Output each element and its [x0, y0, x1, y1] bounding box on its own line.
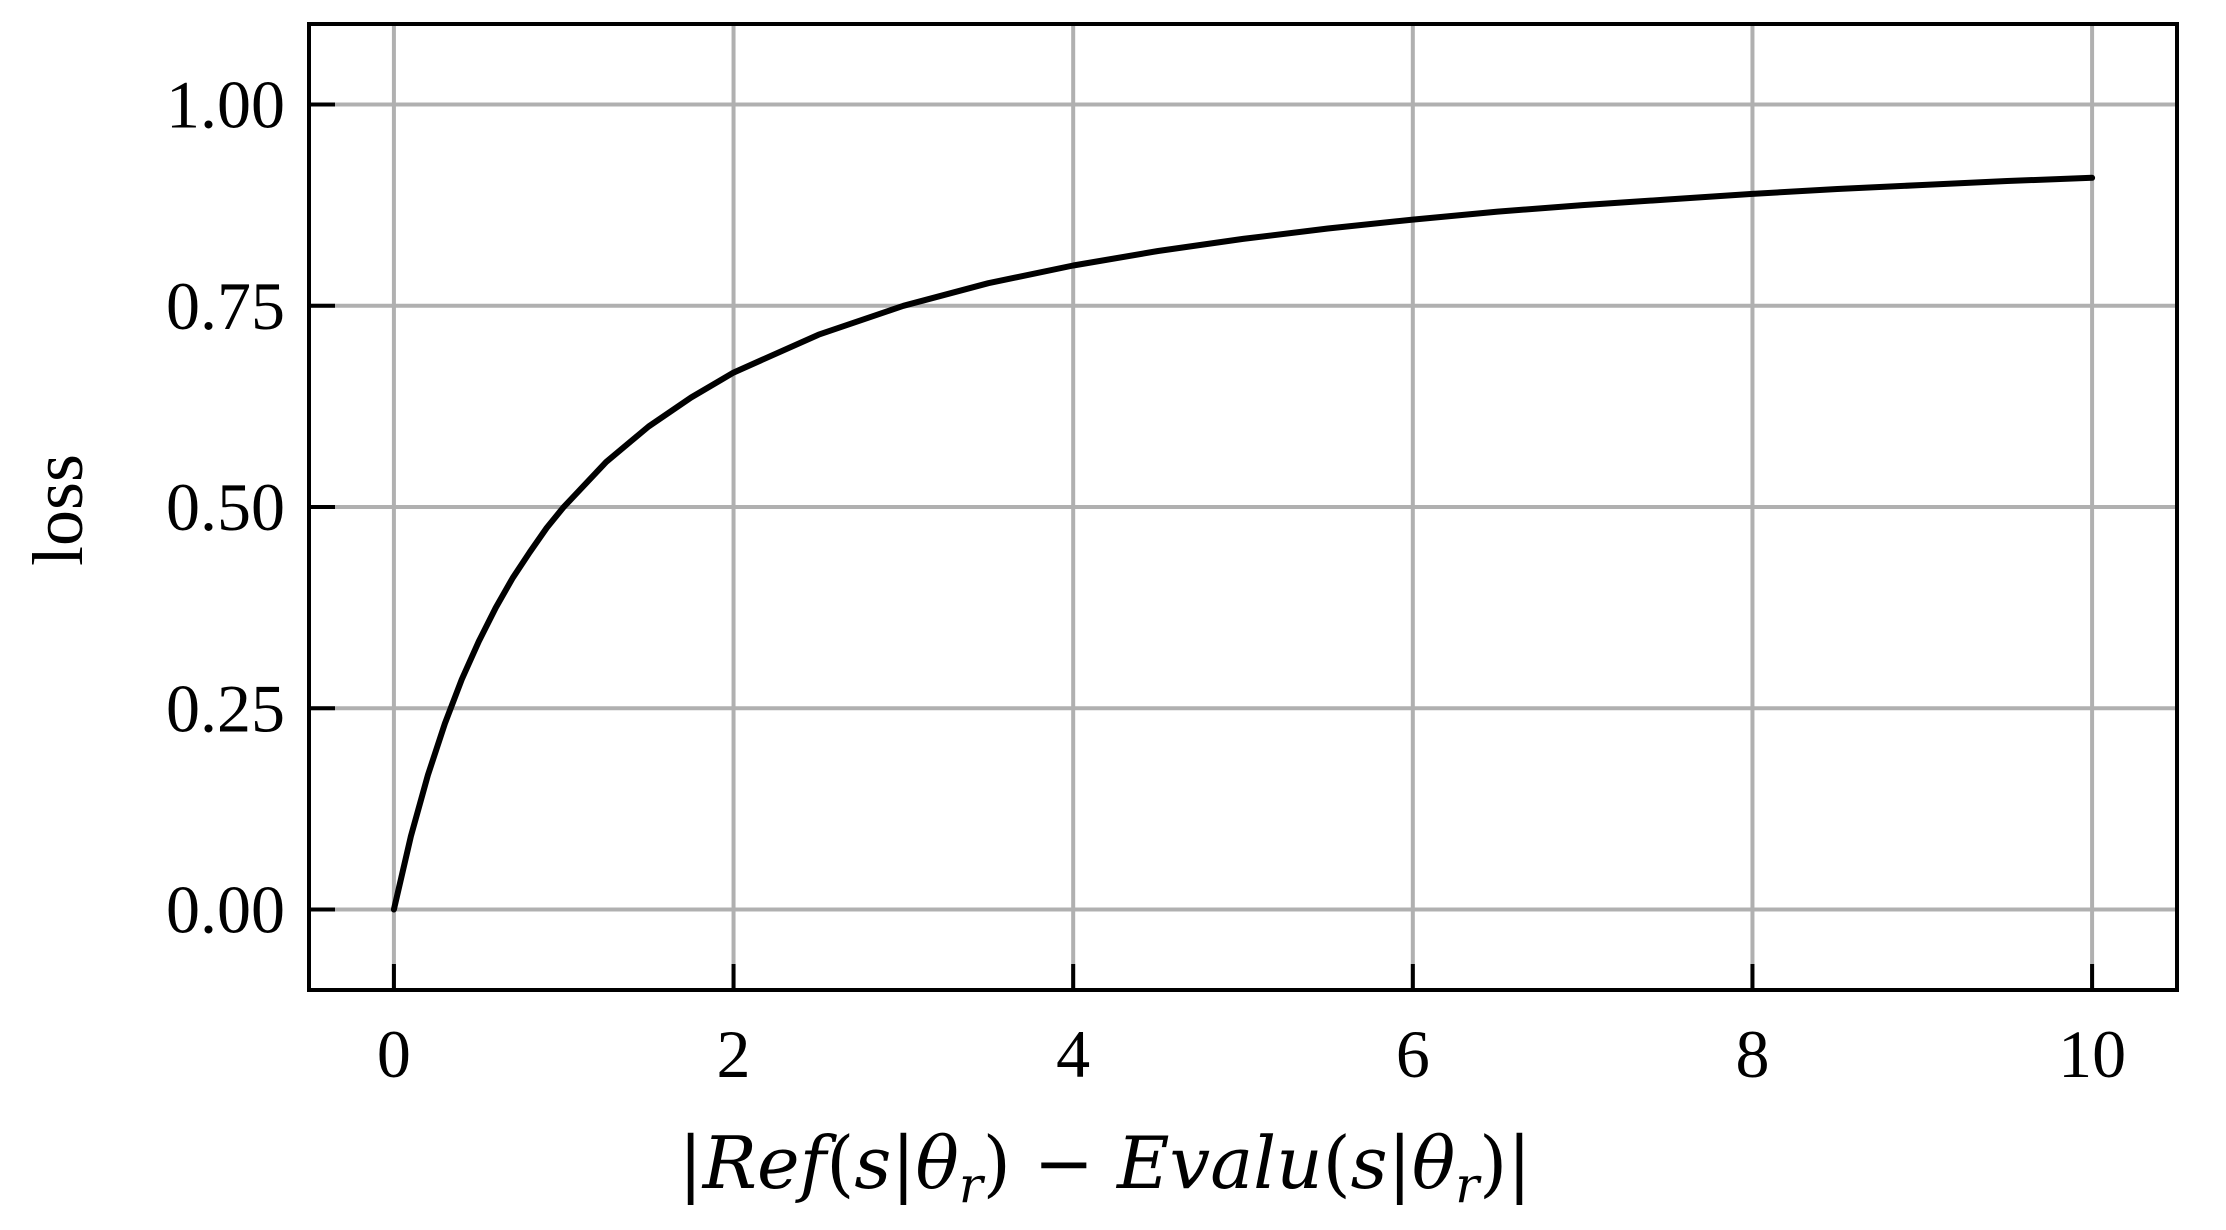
x-tick-label-0: 0: [377, 1016, 411, 1092]
x-tick-label-5: 10: [2058, 1016, 2126, 1092]
y-tick-label-1: 0.25: [166, 670, 285, 746]
axis-ticks: [309, 102, 2095, 990]
xlabel-ref: Ref: [701, 1121, 838, 1205]
x-tick-label-2: 4: [1056, 1016, 1090, 1092]
plot-frame: [307, 22, 2179, 992]
y-tick-label-4: 1.00: [166, 67, 285, 143]
loss-curve-line: [390, 174, 2096, 913]
series-layer: [390, 174, 2096, 913]
y-axis-label: loss: [18, 454, 98, 566]
x-tick-label-4: 8: [1735, 1016, 1769, 1092]
y-tick-label-3: 0.75: [166, 268, 285, 344]
x-tick-label-3: 6: [1396, 1016, 1430, 1092]
y-tick-label-0: 0.00: [166, 872, 285, 948]
y-tick-labels: 0.00 0.25 0.50 0.75 1.00: [166, 67, 285, 948]
y-tick-label-2: 0.50: [166, 469, 285, 545]
xlabel-open-bar: |: [678, 1121, 702, 1205]
x-tick-label-1: 2: [717, 1016, 751, 1092]
x-tick-labels: 0 2 4 6 8 10: [377, 1016, 2126, 1092]
x-axis-label: |Ref(s|θr) − Evalu(s|θr)|: [678, 1121, 1531, 1214]
grid-lines: [309, 24, 2177, 990]
